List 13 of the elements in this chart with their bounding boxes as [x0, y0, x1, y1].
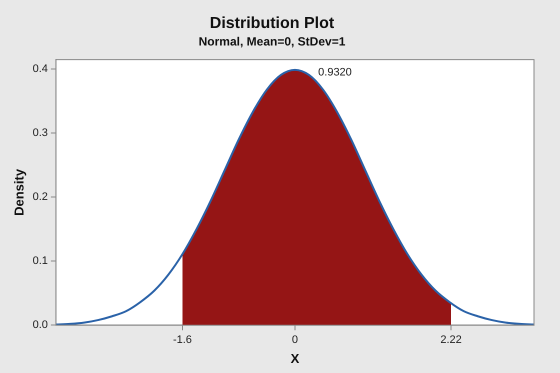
x-tick-label: 0 — [292, 334, 298, 346]
chart-title: Distribution Plot — [210, 15, 335, 32]
y-axis-title: Density — [11, 168, 26, 216]
y-tick-label: 0.2 — [32, 191, 48, 204]
x-tick-label: 2.22 — [440, 334, 462, 346]
x-axis-title: X — [290, 350, 300, 366]
y-tick-label: 0.0 — [32, 319, 48, 332]
y-tick-label: 0.1 — [32, 255, 48, 268]
y-tick-label: 0.4 — [32, 63, 48, 76]
y-tick-label: 0.3 — [32, 127, 48, 140]
annotation: 0.9320 — [318, 66, 352, 78]
chart-subtitle: Normal, Mean=0, StDev=1 — [198, 34, 346, 49]
x-tick-label: -1.6 — [172, 334, 192, 346]
